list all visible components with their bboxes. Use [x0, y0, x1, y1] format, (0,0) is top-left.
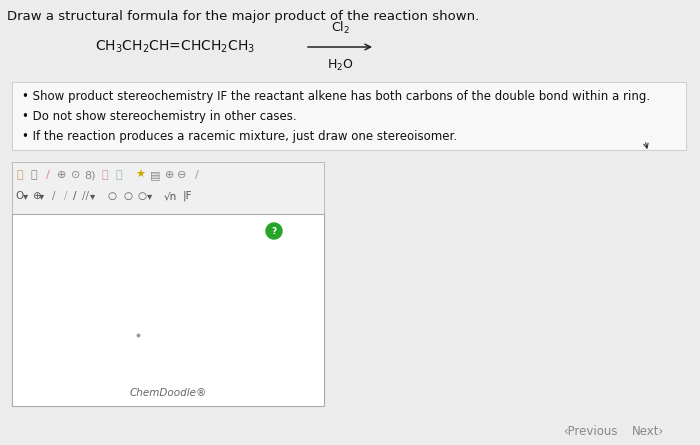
Text: 8): 8): [84, 170, 96, 180]
Text: ⊙: ⊙: [71, 170, 80, 180]
Text: ⌣: ⌣: [102, 170, 108, 180]
Text: ○: ○: [137, 191, 146, 201]
Text: ○: ○: [108, 191, 116, 201]
Text: //: //: [81, 191, 88, 201]
Text: 🔒: 🔒: [31, 170, 37, 180]
Text: ▾: ▾: [90, 191, 96, 201]
Text: O: O: [16, 191, 24, 201]
Text: Cl$_2$: Cl$_2$: [330, 20, 349, 36]
Text: ⌢: ⌢: [116, 170, 122, 180]
Text: ▾: ▾: [23, 191, 29, 201]
Text: √n: √n: [163, 191, 176, 201]
Text: ○: ○: [123, 191, 132, 201]
Text: ⊖: ⊖: [177, 170, 187, 180]
Text: ?: ?: [272, 227, 276, 235]
Text: /: /: [52, 191, 56, 201]
Text: ∕: ∕: [46, 170, 50, 180]
Bar: [12, 214, 324, 406]
Text: /: /: [74, 191, 77, 201]
Text: ▾: ▾: [39, 191, 45, 201]
Text: |F: |F: [182, 191, 192, 201]
Text: ⊕: ⊕: [165, 170, 175, 180]
Text: 🖐: 🖐: [17, 170, 23, 180]
Text: ⊕: ⊕: [32, 191, 41, 201]
Text: ‹Previous: ‹Previous: [563, 425, 617, 438]
Text: ∕: ∕: [195, 170, 199, 180]
Text: Next›: Next›: [632, 425, 664, 438]
Text: Draw a structural formula for the major product of the reaction shown.: Draw a structural formula for the major …: [7, 10, 480, 23]
Text: H$_2$O: H$_2$O: [327, 58, 354, 73]
Bar: [12, 82, 686, 150]
Text: • Show product stereochemistry IF the reactant alkene has both carbons of the do: • Show product stereochemistry IF the re…: [22, 90, 650, 103]
Bar: [12, 162, 324, 214]
Text: ⊕: ⊕: [57, 170, 66, 180]
Circle shape: [266, 223, 282, 239]
Text: CH$_3$CH$_2$CH=CHCH$_2$CH$_3$: CH$_3$CH$_2$CH=CHCH$_2$CH$_3$: [95, 39, 255, 55]
Text: ★: ★: [135, 170, 145, 180]
Text: ▾: ▾: [148, 191, 153, 201]
Text: • Do not show stereochemistry in other cases.: • Do not show stereochemistry in other c…: [22, 110, 297, 123]
Text: • If the reaction produces a racemic mixture, just draw one stereoisomer.: • If the reaction produces a racemic mix…: [22, 130, 457, 143]
Text: ChemDoodle®: ChemDoodle®: [130, 388, 206, 398]
Text: /: /: [64, 191, 68, 201]
Text: ▤: ▤: [150, 170, 160, 180]
